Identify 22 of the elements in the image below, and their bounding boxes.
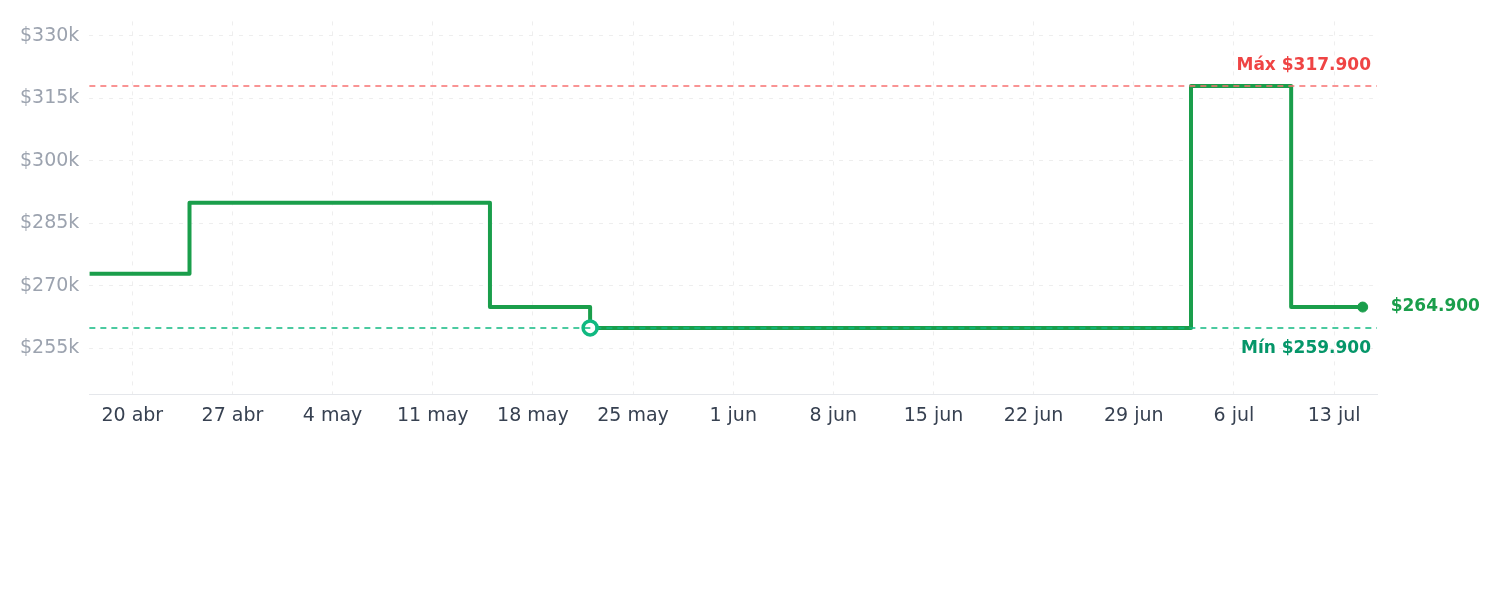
ref-line-label: Máx $317.900 xyxy=(1236,53,1372,74)
ref-line-label: Mín $259.900 xyxy=(1240,336,1372,357)
y-tick-label: $285k xyxy=(20,210,80,233)
y-tick-label: $300k xyxy=(20,147,80,170)
y-tick-label: $315k xyxy=(20,85,80,108)
x-tick-label: 20 abr xyxy=(101,402,164,425)
x-tick-label: 13 jul xyxy=(1307,402,1361,425)
x-tick-label: 11 may xyxy=(396,402,469,425)
x-tick-label: 6 jul xyxy=(1213,402,1255,425)
x-tick-label: 27 abr xyxy=(201,402,264,425)
y-tick-label: $255k xyxy=(20,335,80,358)
x-tick-label: 15 jun xyxy=(903,402,964,425)
annotation: $264.900 xyxy=(1390,295,1481,316)
y-tick-label: $330k xyxy=(20,22,80,45)
x-tick-label: 8 jun xyxy=(809,402,858,425)
x-tick-label: 22 jun xyxy=(1003,402,1064,425)
x-tick-label: 18 may xyxy=(497,402,569,425)
x-tick-label: 25 may xyxy=(597,402,669,425)
y-tick-label: $270k xyxy=(20,272,80,295)
x-tick-label: 4 may xyxy=(302,402,363,425)
x-tick-label: 29 jun xyxy=(1103,402,1164,425)
x-tick-label: 1 jun xyxy=(709,402,757,425)
